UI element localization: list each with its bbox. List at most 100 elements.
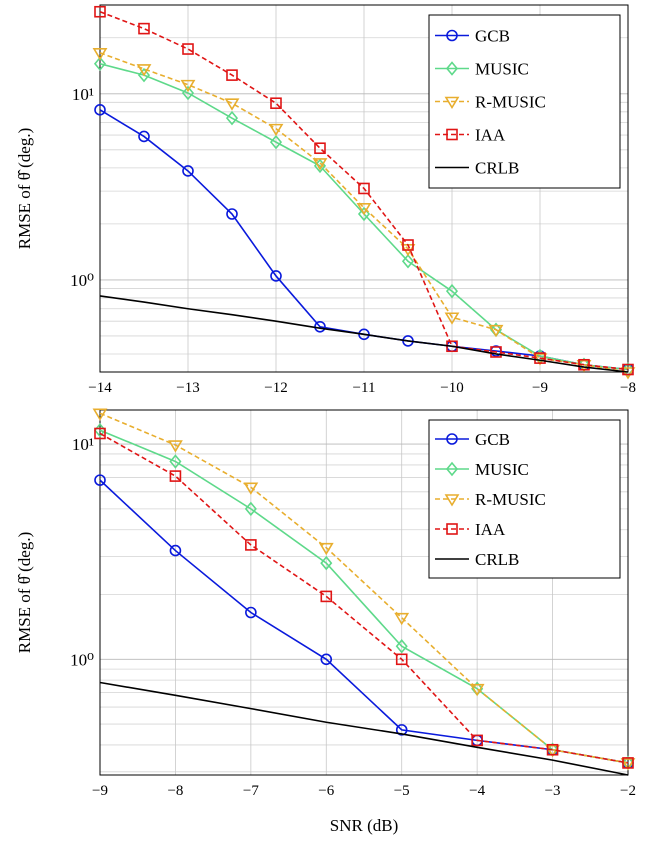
y-tick-label: 10⁰ [70, 271, 94, 290]
point [620, 758, 636, 771]
point [92, 48, 108, 61]
legend-marker [445, 61, 459, 76]
point [244, 501, 257, 517]
point [576, 359, 592, 373]
x-tick-label: −2 [620, 783, 636, 799]
point [182, 43, 194, 55]
point [226, 208, 238, 220]
point [169, 454, 182, 469]
point [401, 253, 415, 269]
point [320, 653, 333, 666]
x-tick-label: −5 [394, 783, 410, 799]
series-line [99, 412, 629, 764]
x-tick-label: −6 [318, 783, 334, 799]
legend-label: R-MUSIC [475, 490, 546, 509]
legend-label: GCB [475, 430, 510, 449]
point [534, 352, 546, 364]
legend-label: IAA [475, 520, 506, 539]
point [444, 312, 460, 325]
y-tick-label: 10⁰ [70, 650, 94, 669]
legend-label: GCB [475, 27, 510, 46]
point [395, 653, 408, 666]
x-tick-label: −9 [532, 380, 548, 396]
x-tick-label: −14 [88, 380, 112, 396]
point [314, 142, 326, 155]
x-tick-label: −4 [469, 783, 485, 799]
point [245, 539, 257, 551]
point [320, 555, 333, 571]
point [94, 5, 106, 18]
point [94, 104, 106, 116]
legend-label: MUSIC [475, 60, 529, 79]
series-line [99, 681, 629, 776]
point [268, 123, 284, 137]
point [243, 482, 259, 495]
plot-frame [99, 409, 629, 776]
point [622, 363, 634, 376]
point [402, 239, 414, 251]
y-tick-label: 10¹ [72, 435, 94, 454]
point [225, 110, 239, 126]
x-tick-label: −9 [92, 783, 108, 799]
point [182, 165, 194, 177]
point [94, 427, 106, 440]
point [622, 757, 634, 769]
y-axis-label: RMSE of θ̂ (deg.) [15, 532, 34, 653]
point [92, 408, 108, 421]
x-tick-label: −12 [264, 380, 287, 396]
point [181, 85, 195, 101]
point [169, 470, 182, 482]
point [138, 22, 150, 35]
x-tick-label: −8 [167, 783, 183, 799]
point [312, 158, 328, 171]
legend-marker [446, 433, 458, 445]
point [320, 590, 333, 603]
plot-frame [99, 4, 629, 373]
legend-marker [444, 494, 460, 507]
legend-label: CRLB [475, 159, 519, 178]
x-tick-label: −8 [620, 380, 636, 396]
point [94, 474, 106, 486]
legend-label: MUSIC [475, 460, 529, 479]
point [180, 79, 196, 93]
point [445, 283, 459, 299]
point [488, 324, 504, 338]
x-tick-label: −3 [545, 783, 561, 799]
legend-label: CRLB [475, 550, 519, 569]
point [620, 367, 636, 380]
point [168, 440, 183, 453]
point [395, 724, 408, 736]
point [395, 638, 408, 654]
x-tick-label: −10 [440, 380, 463, 396]
point [269, 134, 283, 150]
legend-marker [445, 461, 459, 477]
legend-marker [444, 96, 460, 110]
point [490, 346, 502, 358]
point [224, 98, 240, 111]
y-axis-label: RMSE of θ̂ (deg.) [15, 128, 34, 249]
legend-label: IAA [475, 126, 506, 145]
point [471, 734, 483, 747]
point [546, 743, 559, 756]
point [318, 542, 334, 556]
point [358, 182, 370, 195]
y-tick-label: 10¹ [72, 85, 94, 104]
point [136, 64, 152, 77]
series-line [99, 10, 629, 371]
point [245, 606, 257, 619]
x-tick-label: −11 [353, 380, 376, 396]
point [394, 612, 410, 626]
x-tick-label: −13 [176, 380, 199, 396]
legend-marker [446, 29, 458, 42]
point [226, 69, 238, 81]
series-line [99, 295, 629, 373]
legend-marker [446, 128, 458, 141]
point [137, 67, 151, 83]
series-line [99, 432, 629, 764]
point [93, 56, 107, 72]
x-axis-label: SNR (dB) [330, 816, 398, 835]
point [270, 270, 282, 282]
point [578, 358, 590, 371]
x-tick-label: −7 [243, 783, 259, 799]
